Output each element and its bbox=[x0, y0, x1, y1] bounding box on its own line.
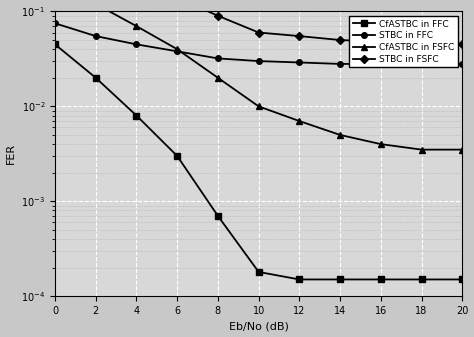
CfASTBC in FSFC bbox=[93, 2, 99, 6]
STBC in FFC bbox=[337, 62, 343, 66]
STBC in FSFC bbox=[215, 14, 221, 18]
CfASTBC in FFC bbox=[459, 277, 465, 281]
STBC in FFC bbox=[297, 60, 302, 64]
CfASTBC in FSFC bbox=[174, 47, 180, 51]
CfASTBC in FSFC bbox=[419, 148, 424, 152]
CfASTBC in FFC bbox=[93, 76, 99, 80]
CfASTBC in FFC bbox=[134, 114, 139, 118]
STBC in FFC bbox=[459, 62, 465, 66]
CfASTBC in FFC bbox=[174, 154, 180, 158]
Legend: CfASTBC in FFC, STBC in FFC, CfASTBC in FSFC, STBC in FSFC: CfASTBC in FFC, STBC in FFC, CfASTBC in … bbox=[349, 16, 458, 67]
CfASTBC in FFC bbox=[419, 277, 424, 281]
CfASTBC in FFC bbox=[337, 277, 343, 281]
Line: CfASTBC in FSFC: CfASTBC in FSFC bbox=[52, 0, 465, 152]
STBC in FFC bbox=[93, 34, 99, 38]
CfASTBC in FFC bbox=[378, 277, 383, 281]
Line: STBC in FFC: STBC in FFC bbox=[52, 21, 465, 67]
STBC in FFC bbox=[419, 62, 424, 66]
STBC in FFC bbox=[256, 59, 262, 63]
CfASTBC in FFC bbox=[52, 42, 58, 47]
CfASTBC in FSFC bbox=[215, 76, 221, 80]
CfASTBC in FSFC bbox=[459, 148, 465, 152]
STBC in FFC bbox=[215, 56, 221, 60]
Line: CfASTBC in FFC: CfASTBC in FFC bbox=[52, 41, 465, 282]
CfASTBC in FFC bbox=[297, 277, 302, 281]
CfASTBC in FSFC bbox=[256, 104, 262, 109]
CfASTBC in FSFC bbox=[378, 142, 383, 146]
CfASTBC in FFC bbox=[256, 270, 262, 274]
CfASTBC in FSFC bbox=[134, 24, 139, 28]
STBC in FSFC bbox=[297, 34, 302, 38]
X-axis label: Eb/No (dB): Eb/No (dB) bbox=[229, 321, 289, 332]
Line: STBC in FSFC: STBC in FSFC bbox=[52, 0, 465, 47]
STBC in FFC bbox=[174, 49, 180, 53]
STBC in FSFC bbox=[419, 42, 424, 47]
STBC in FSFC bbox=[337, 38, 343, 42]
STBC in FFC bbox=[134, 42, 139, 47]
STBC in FSFC bbox=[459, 42, 465, 47]
STBC in FFC bbox=[52, 21, 58, 25]
STBC in FSFC bbox=[256, 30, 262, 34]
CfASTBC in FSFC bbox=[337, 133, 343, 137]
STBC in FFC bbox=[378, 62, 383, 66]
Y-axis label: FER: FER bbox=[6, 143, 16, 164]
STBC in FSFC bbox=[378, 40, 383, 44]
CfASTBC in FFC bbox=[215, 214, 221, 218]
CfASTBC in FSFC bbox=[297, 119, 302, 123]
